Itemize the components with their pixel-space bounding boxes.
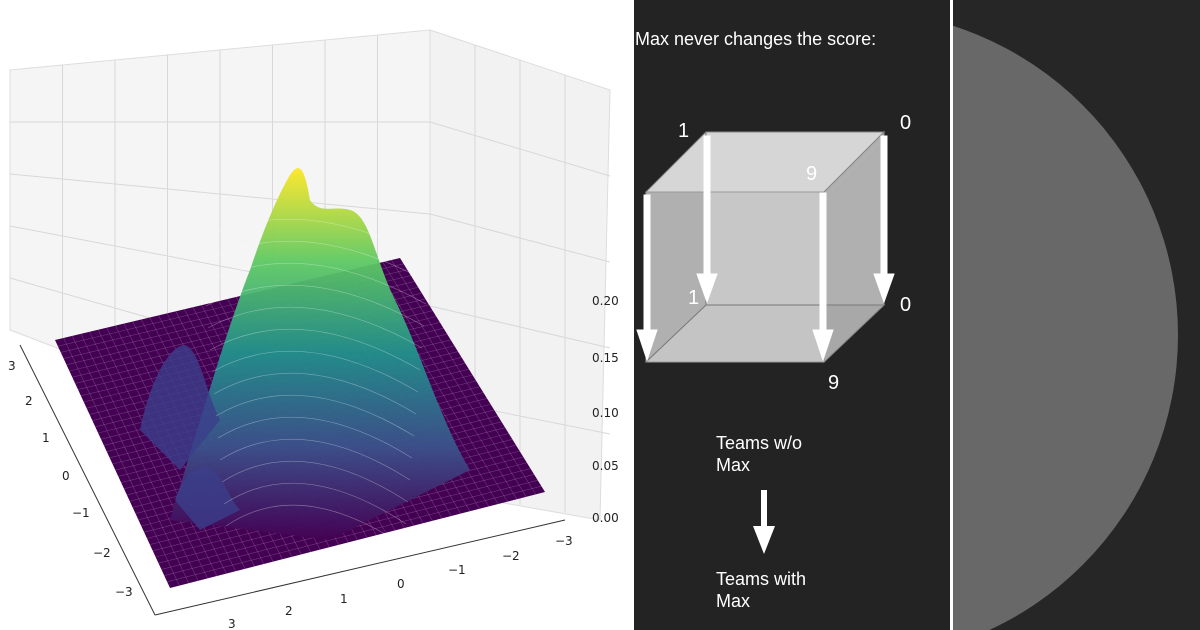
grid-line bbox=[429, 305, 611, 349]
x-tick: −1 bbox=[448, 563, 466, 577]
legend-arrow-shaft bbox=[761, 490, 767, 528]
half-circle bbox=[953, 25, 1178, 630]
x-tick: 3 bbox=[228, 617, 236, 630]
y-axis: 3 2 1 0 −1 −2 −3 bbox=[8, 359, 133, 599]
x-tick: 1 bbox=[340, 592, 348, 606]
peak-mesh-line bbox=[211, 350, 419, 393]
x-axis: 3 2 1 0 −1 −2 −3 bbox=[228, 534, 573, 630]
surface-peak bbox=[175, 467, 240, 530]
legend-teams-with-max: Teams with Max bbox=[716, 569, 807, 611]
y-tick: 2 bbox=[25, 394, 33, 408]
score-diagram-panel: Max never changes the score: 1 0 9 1 0 bbox=[634, 0, 950, 630]
peak-mesh-line bbox=[203, 262, 427, 305]
peak-mesh-line bbox=[205, 284, 425, 327]
peak-mesh-line bbox=[219, 438, 411, 481]
grid-line bbox=[9, 173, 431, 215]
peak-mesh-line bbox=[207, 306, 423, 349]
surface-plot: 0.20 0.15 0.10 0.05 0.00 3 2 1 0 −1 −2 −… bbox=[8, 29, 619, 630]
z-tick: 0.15 bbox=[592, 351, 619, 365]
mesh-line bbox=[89, 331, 208, 579]
surface-peak bbox=[140, 345, 220, 470]
peak-mesh-line bbox=[201, 240, 429, 283]
surface-plot-panel: 0.20 0.15 0.10 0.05 0.00 3 2 1 0 −1 −2 −… bbox=[8, 29, 619, 630]
circle-panel bbox=[953, 0, 1200, 630]
arrow-head bbox=[812, 329, 834, 362]
mesh-line bbox=[391, 259, 536, 495]
peak-mesh-line bbox=[221, 460, 409, 503]
grid-line bbox=[429, 213, 611, 263]
mesh-line bbox=[80, 333, 199, 581]
mesh-line bbox=[382, 261, 527, 497]
z-tick: 0.20 bbox=[592, 294, 619, 308]
y-tick: −2 bbox=[93, 546, 111, 560]
arrow-head bbox=[636, 329, 658, 362]
left-axis-line bbox=[19, 344, 156, 616]
mesh-line bbox=[373, 263, 518, 500]
corner-label-front-bottom-right: 9 bbox=[828, 372, 840, 394]
grid-line bbox=[429, 121, 611, 177]
corner-label-back-bottom-right: 0 bbox=[900, 294, 912, 316]
mesh-line bbox=[167, 485, 542, 583]
peak-mesh-line bbox=[209, 328, 421, 371]
corner-label-front-top-right: 9 bbox=[806, 163, 818, 185]
cube-hidden-edge bbox=[645, 304, 707, 363]
legend-arrow bbox=[753, 490, 775, 554]
peak-mesh-line bbox=[225, 504, 405, 547]
y-tick: 1 bbox=[42, 431, 50, 445]
x-tick: −2 bbox=[502, 549, 520, 563]
x-tick: 0 bbox=[397, 577, 405, 591]
z-tick: 0.00 bbox=[592, 511, 619, 525]
legend-arrow-head bbox=[753, 526, 775, 554]
y-tick: −1 bbox=[72, 506, 90, 520]
arrows bbox=[636, 135, 895, 362]
diagram-title: Max never changes the score: bbox=[635, 29, 877, 49]
y-tick: 3 bbox=[8, 359, 16, 373]
legend-teams-without-max: Teams w/o Max bbox=[716, 433, 803, 475]
x-tick: −3 bbox=[555, 534, 573, 548]
grid-lines bbox=[9, 35, 611, 513]
corner-label-back-top-right: 0 bbox=[900, 112, 912, 134]
arrow-head bbox=[873, 273, 895, 304]
bottom-axis-line bbox=[154, 519, 566, 616]
cube-diagram bbox=[636, 130, 895, 364]
y-tick: 0 bbox=[62, 469, 70, 483]
arrow-head bbox=[696, 273, 718, 304]
y-tick: −3 bbox=[115, 585, 133, 599]
panel-divider bbox=[950, 0, 953, 630]
circle-graphic bbox=[953, 25, 1178, 630]
corner-label-back-top-left: 1 bbox=[678, 120, 690, 142]
peak-mesh-line bbox=[213, 372, 417, 415]
z-tick: 0.05 bbox=[592, 459, 619, 473]
peak-mesh-line bbox=[223, 482, 407, 525]
surface-peak bbox=[170, 168, 470, 541]
z-axis: 0.20 0.15 0.10 0.05 0.00 bbox=[592, 294, 619, 525]
mesh-line bbox=[63, 337, 180, 586]
mesh-line bbox=[71, 335, 190, 584]
peak-mesh-line bbox=[199, 218, 431, 261]
corner-label-back-bottom-left: 1 bbox=[688, 287, 700, 309]
z-tick: 0.10 bbox=[592, 406, 619, 420]
x-tick: 2 bbox=[285, 604, 293, 618]
surface-peaks bbox=[140, 168, 470, 547]
peak-mesh-line bbox=[215, 394, 415, 437]
peak-mesh-line bbox=[217, 416, 413, 459]
mesh-line bbox=[97, 329, 218, 577]
